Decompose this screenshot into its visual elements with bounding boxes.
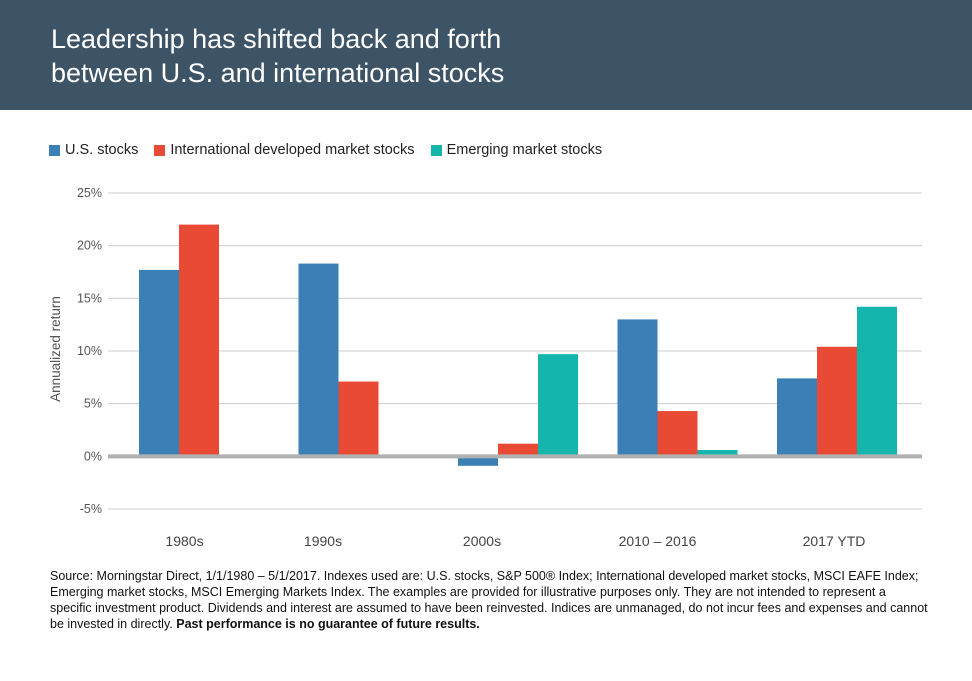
legend-swatch-em [430, 144, 442, 156]
bar-2-0 [458, 456, 498, 466]
header-banner: Leadership has shifted back and forth be… [0, 0, 972, 110]
x-category-label: 2000s [463, 533, 501, 549]
bar-4-0 [777, 378, 817, 457]
bar-2-2 [538, 354, 578, 457]
legend-swatch-us [49, 144, 60, 156]
y-tick-label: 20% [77, 239, 102, 253]
y-tick-label: 25% [77, 186, 102, 200]
x-category-label: 1990s [304, 533, 342, 549]
grid-layer [108, 192, 922, 510]
bar-1-1 [338, 381, 379, 457]
bar-0-0 [139, 269, 179, 457]
title-line-2: between U.S. and international stocks [51, 58, 505, 88]
bar-3-1 [657, 411, 698, 457]
legend-swatch-intl [154, 144, 166, 156]
bar-2-1 [498, 443, 538, 457]
y-axis-title: Annualized return [48, 296, 63, 402]
y-tick-label: 5% [84, 397, 102, 411]
bar-3-0 [617, 319, 658, 457]
x-category-label: 2017 YTD [803, 533, 866, 549]
source-text: Source: Morningstar Direct, 1/1/1980 – 5… [50, 569, 928, 631]
bar-0-1 [179, 224, 219, 457]
bar-layer [139, 224, 897, 466]
legend-item-intl: International developed market stocks [154, 142, 415, 158]
y-tick-label: 10% [77, 344, 102, 358]
legend-label-em: Emerging market stocks [446, 142, 603, 158]
y-tick-label: -5% [80, 502, 102, 516]
bar-4-2 [857, 306, 897, 457]
bar-1-0 [298, 263, 339, 457]
x-category-label: 1980s [165, 533, 203, 549]
disclaimer-bold: Past performance is no guarantee of futu… [176, 617, 480, 631]
legend-item-em: Emerging market stocks [430, 142, 603, 158]
bar-3-2 [697, 450, 738, 457]
y-tick-label: 0% [84, 449, 102, 463]
axis-layer: 25% 20% 15% 10% 5% 0% -5% 1980s 1990s 2000s 2010 –… [77, 186, 922, 549]
legend-label-intl: International developed market stocks [170, 142, 415, 158]
chart-legend: U.S. stocks International developed mark… [49, 141, 618, 159]
page-title: Leadership has shifted back and forth be… [51, 22, 504, 90]
x-category-label: 2010 – 2016 [619, 533, 697, 549]
title-line-1: Leadership has shifted back and forth [51, 24, 502, 54]
source-footnote: Source: Morningstar Direct, 1/1/1980 – 5… [50, 568, 930, 632]
legend-label-us: U.S. stocks [65, 142, 139, 158]
bar-4-1 [817, 346, 857, 457]
y-tick-label: 15% [77, 291, 102, 305]
legend-item-us: U.S. stocks [49, 142, 138, 158]
